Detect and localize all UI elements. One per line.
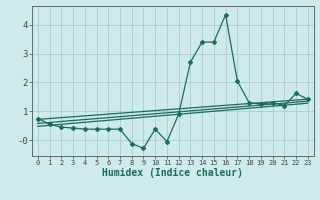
X-axis label: Humidex (Indice chaleur): Humidex (Indice chaleur) [102,168,243,178]
